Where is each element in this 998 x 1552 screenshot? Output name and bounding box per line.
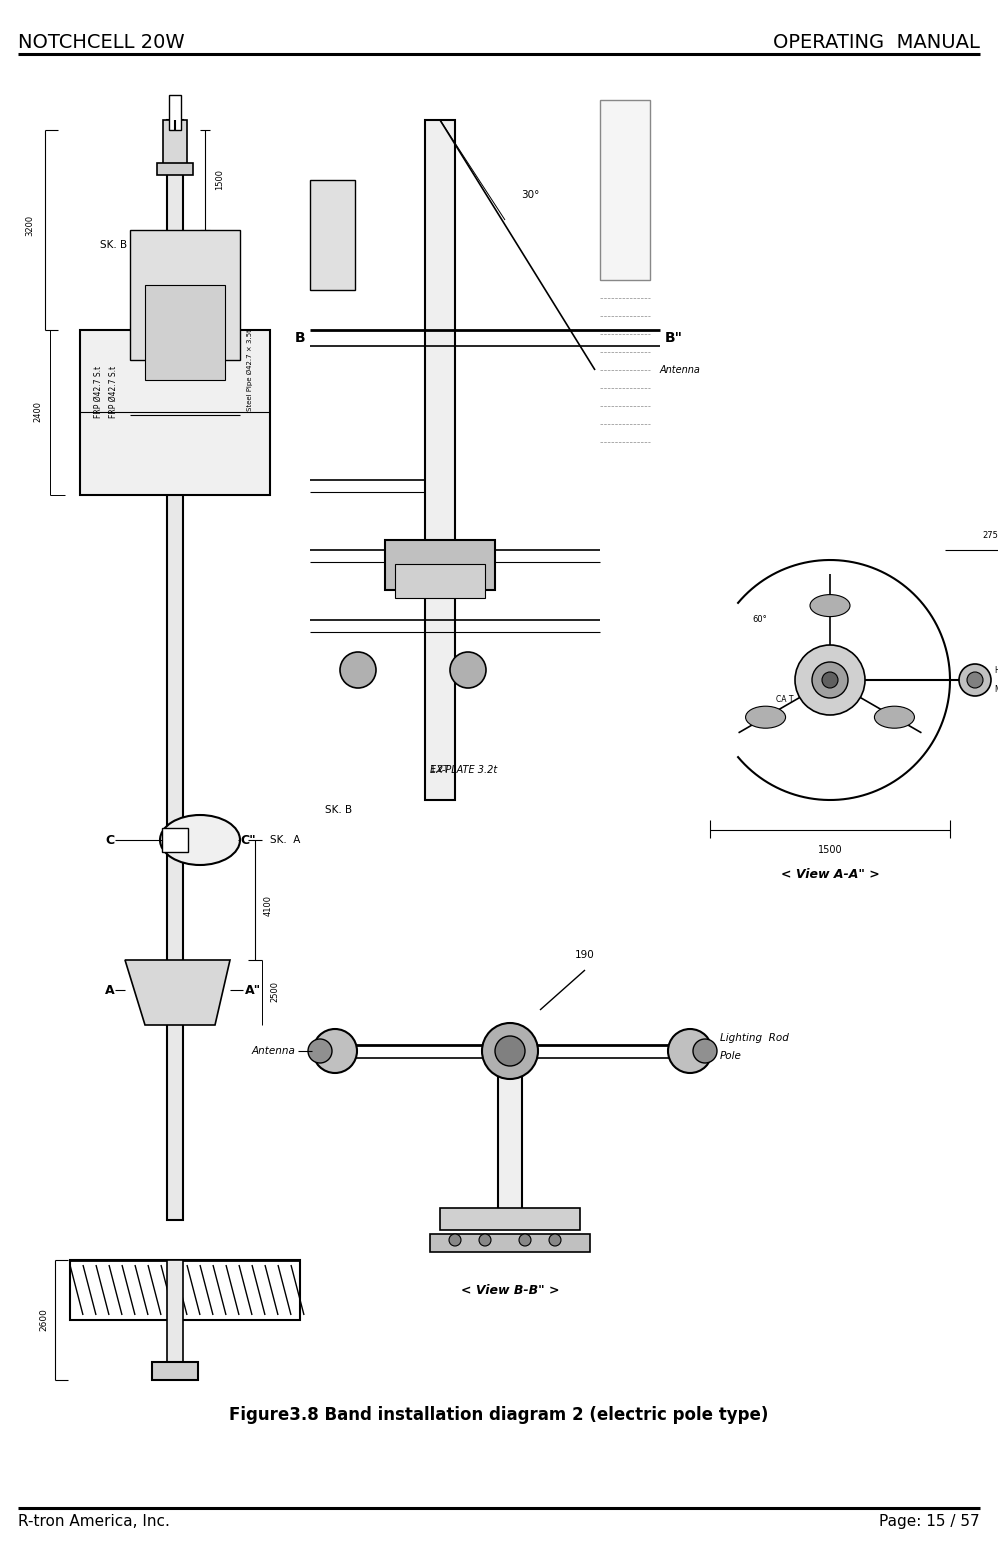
Text: 1.2T: 1.2T	[430, 765, 450, 774]
Text: 30°: 30°	[521, 189, 539, 200]
Circle shape	[479, 1234, 491, 1246]
Text: A": A"	[245, 984, 261, 996]
Bar	[425, 120, 455, 799]
Text: 2400: 2400	[34, 402, 43, 422]
Ellipse shape	[746, 706, 785, 728]
Text: 1500: 1500	[817, 844, 842, 855]
Text: 4100: 4100	[263, 894, 272, 916]
Text: Page: 15 / 57: Page: 15 / 57	[879, 1515, 980, 1530]
Bar	[169, 95, 181, 130]
Circle shape	[812, 663, 848, 698]
Text: SK. B: SK. B	[100, 241, 127, 250]
Bar	[130, 230, 240, 360]
Circle shape	[967, 672, 983, 688]
Bar	[162, 829, 188, 852]
Text: SK.  A: SK. A	[270, 835, 300, 844]
Text: NOTCHCELL 20W: NOTCHCELL 20W	[18, 33, 185, 53]
Text: A: A	[105, 984, 115, 996]
Circle shape	[959, 664, 991, 695]
Circle shape	[822, 672, 838, 688]
Text: B: B	[294, 331, 305, 345]
Text: 1500: 1500	[216, 169, 225, 191]
Bar	[80, 331, 270, 495]
Text: Antenna: Antenna	[660, 365, 701, 376]
Circle shape	[308, 1038, 332, 1063]
Circle shape	[668, 1029, 712, 1072]
Bar	[440, 1207, 580, 1231]
Text: M8 8x50: M8 8x50	[995, 686, 998, 694]
Circle shape	[450, 652, 486, 688]
Bar	[600, 99, 650, 279]
Circle shape	[693, 1038, 717, 1063]
Text: C": C"	[240, 833, 255, 846]
Text: SK. B: SK. B	[325, 805, 352, 815]
Text: < View B-B" >: < View B-B" >	[461, 1284, 559, 1296]
Text: 2600: 2600	[40, 1308, 49, 1332]
Ellipse shape	[160, 815, 240, 864]
Text: 275: 275	[982, 531, 998, 540]
Text: Steel Pipe Ø42.7 × 3.5t: Steel Pipe Ø42.7 × 3.5t	[247, 329, 253, 411]
Text: Pole: Pole	[720, 1051, 742, 1062]
Bar	[152, 1363, 198, 1380]
Bar	[167, 1260, 183, 1380]
Text: FRP Ø42.7 S.t: FRP Ø42.7 S.t	[109, 366, 118, 417]
Bar	[167, 120, 183, 1220]
Circle shape	[482, 1023, 538, 1079]
Circle shape	[340, 652, 376, 688]
Text: CA T: CA T	[776, 695, 793, 705]
Bar	[498, 1040, 522, 1220]
Text: 3200: 3200	[26, 214, 35, 236]
Bar	[157, 163, 193, 175]
Bar	[430, 1234, 590, 1252]
Bar	[145, 286, 225, 380]
Text: FRP Ø42.7 S.t: FRP Ø42.7 S.t	[94, 366, 103, 417]
Polygon shape	[125, 961, 230, 1024]
Text: B": B"	[665, 331, 683, 345]
Text: 190: 190	[575, 950, 595, 961]
Circle shape	[519, 1234, 531, 1246]
Text: < View A-A" >: < View A-A" >	[780, 869, 879, 882]
Text: EX-PLATE 3.2t: EX-PLATE 3.2t	[430, 765, 497, 774]
Bar	[163, 120, 187, 165]
Bar	[310, 180, 355, 290]
Text: Lighting  Rod: Lighting Rod	[720, 1034, 788, 1043]
Text: C: C	[105, 833, 114, 846]
Text: 60°: 60°	[752, 616, 767, 624]
Bar	[70, 1260, 300, 1321]
Text: R-tron America, Inc.: R-tron America, Inc.	[18, 1515, 170, 1530]
Text: OPERATING  MANUAL: OPERATING MANUAL	[773, 33, 980, 53]
Bar	[385, 540, 495, 590]
Text: HEX BOLT M/T: HEX BOLT M/T	[995, 666, 998, 675]
Text: Antenna: Antenna	[251, 1046, 295, 1055]
Circle shape	[495, 1037, 525, 1066]
Circle shape	[549, 1234, 561, 1246]
Text: 2500: 2500	[270, 981, 279, 1003]
Circle shape	[449, 1234, 461, 1246]
Circle shape	[795, 646, 865, 715]
Ellipse shape	[874, 706, 914, 728]
Text: Figure3.8 Band installation diagram 2 (electric pole type): Figure3.8 Band installation diagram 2 (e…	[230, 1406, 768, 1425]
Circle shape	[313, 1029, 357, 1072]
Ellipse shape	[810, 594, 850, 616]
Bar	[395, 563, 485, 598]
